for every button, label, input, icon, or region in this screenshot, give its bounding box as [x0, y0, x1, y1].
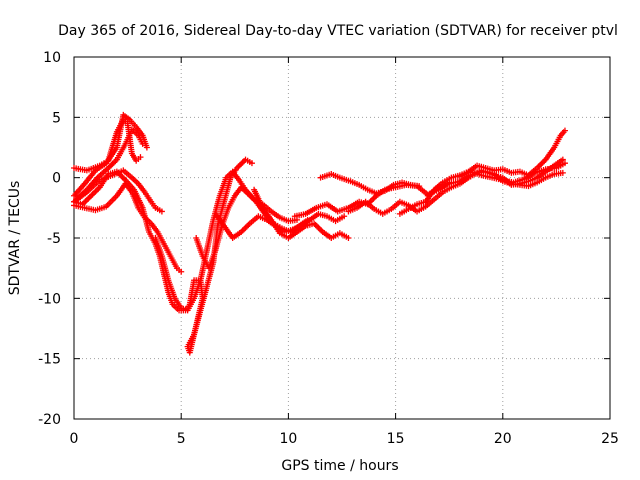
- axes: [73, 56, 611, 420]
- data-point: [345, 235, 352, 241]
- data-marker: [316, 226, 323, 233]
- data-point: [88, 192, 95, 199]
- data-marker: [535, 163, 542, 170]
- data-point: [178, 268, 185, 275]
- data-point: [561, 127, 568, 134]
- x-tick-label: 15: [387, 431, 405, 447]
- chart-title: Day 365 of 2016, Sidereal Day-to-day VTE…: [58, 23, 618, 39]
- data-marker: [536, 162, 543, 169]
- y-tick-label: -20: [38, 412, 61, 428]
- data-point: [139, 140, 146, 147]
- data-point: [137, 154, 144, 161]
- series-track-4: [71, 180, 185, 275]
- y-tick-label: -15: [38, 352, 61, 368]
- data-point: [561, 160, 568, 167]
- data-marker: [119, 174, 126, 181]
- x-tick-label: 5: [177, 431, 186, 447]
- data-point: [143, 144, 150, 151]
- data-marker: [83, 196, 90, 203]
- series-track-7: [152, 168, 300, 314]
- data-marker: [312, 221, 319, 228]
- data-marker: [369, 196, 376, 203]
- x-tick-label: 10: [279, 431, 297, 447]
- data-marker: [236, 162, 243, 169]
- data-point: [158, 208, 165, 215]
- data-marker: [242, 224, 249, 231]
- data-marker: [315, 224, 322, 231]
- data-marker: [92, 188, 99, 195]
- y-tick-label: -10: [38, 291, 61, 307]
- data-marker: [243, 223, 250, 230]
- x-tick-label: 20: [494, 431, 512, 447]
- data-marker: [538, 160, 545, 167]
- data-marker: [85, 195, 92, 202]
- data-marker: [106, 163, 113, 170]
- y-tick-label: 0: [52, 171, 61, 187]
- data-marker: [241, 226, 248, 233]
- x-tick-label: 0: [70, 431, 79, 447]
- data-marker: [121, 175, 128, 182]
- y-tick-label: 5: [52, 110, 61, 126]
- data-marker: [370, 195, 377, 202]
- data-marker: [91, 189, 98, 196]
- data-series: [71, 111, 568, 356]
- data-marker: [89, 191, 96, 198]
- data-marker: [238, 160, 245, 167]
- y-tick-label: 10: [43, 50, 61, 66]
- x-axis-label: GPS time / hours: [281, 458, 398, 474]
- data-point: [248, 160, 255, 167]
- y-tick-label: -5: [47, 231, 61, 247]
- x-tick-label: 25: [601, 431, 619, 447]
- data-point: [341, 213, 348, 220]
- series-track-10: [251, 186, 352, 241]
- series-track-12: [317, 171, 423, 197]
- data-marker: [111, 159, 118, 166]
- tick-labels: 0 5 10 15 20 25 -20 -15 -10 -5 0 5 10: [38, 50, 619, 447]
- data-marker: [93, 187, 100, 194]
- y-axis-label: SDTVAR / TECUs: [7, 181, 23, 296]
- series-track-16: [456, 160, 568, 186]
- series-track-6: [73, 126, 146, 203]
- data-point: [559, 169, 566, 176]
- data-marker: [86, 194, 93, 201]
- data-marker: [539, 159, 546, 166]
- data-marker: [81, 199, 88, 206]
- data-marker: [245, 221, 252, 228]
- data-point: [416, 183, 423, 190]
- data-marker: [109, 160, 116, 167]
